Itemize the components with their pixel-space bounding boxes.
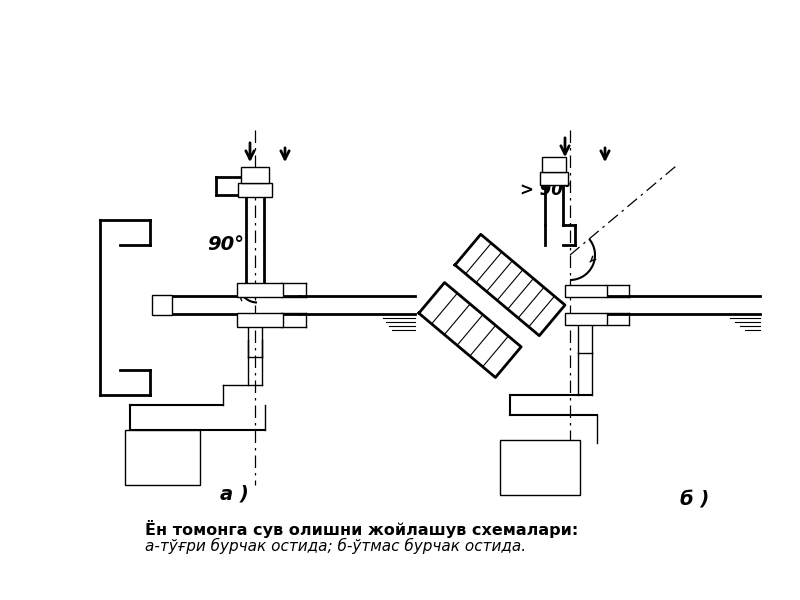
Text: 90°: 90° (207, 235, 244, 254)
Bar (125, 430, 200, 485)
Polygon shape (419, 283, 521, 377)
Text: б ): б ) (680, 490, 710, 509)
Text: а-тўғри бурчак остида; б-ўтмас бурчак остида.: а-тўғри бурчак остида; б-ўтмас бурчак ос… (145, 538, 526, 554)
Text: > 90°: > 90° (520, 181, 571, 199)
Polygon shape (455, 235, 565, 335)
Bar (152, 295, 172, 315)
Bar (500, 440, 580, 495)
Bar (542, 157, 566, 172)
Bar (237, 283, 283, 297)
Bar (565, 285, 607, 297)
Text: Ён томонга сув олишни жойлашув схемалари:: Ён томонга сув олишни жойлашув схемалари… (145, 520, 578, 538)
Bar (238, 183, 272, 197)
Bar (540, 172, 568, 185)
Bar (241, 167, 269, 183)
Bar (237, 313, 283, 327)
Bar (565, 313, 607, 325)
Text: а ): а ) (220, 485, 249, 504)
